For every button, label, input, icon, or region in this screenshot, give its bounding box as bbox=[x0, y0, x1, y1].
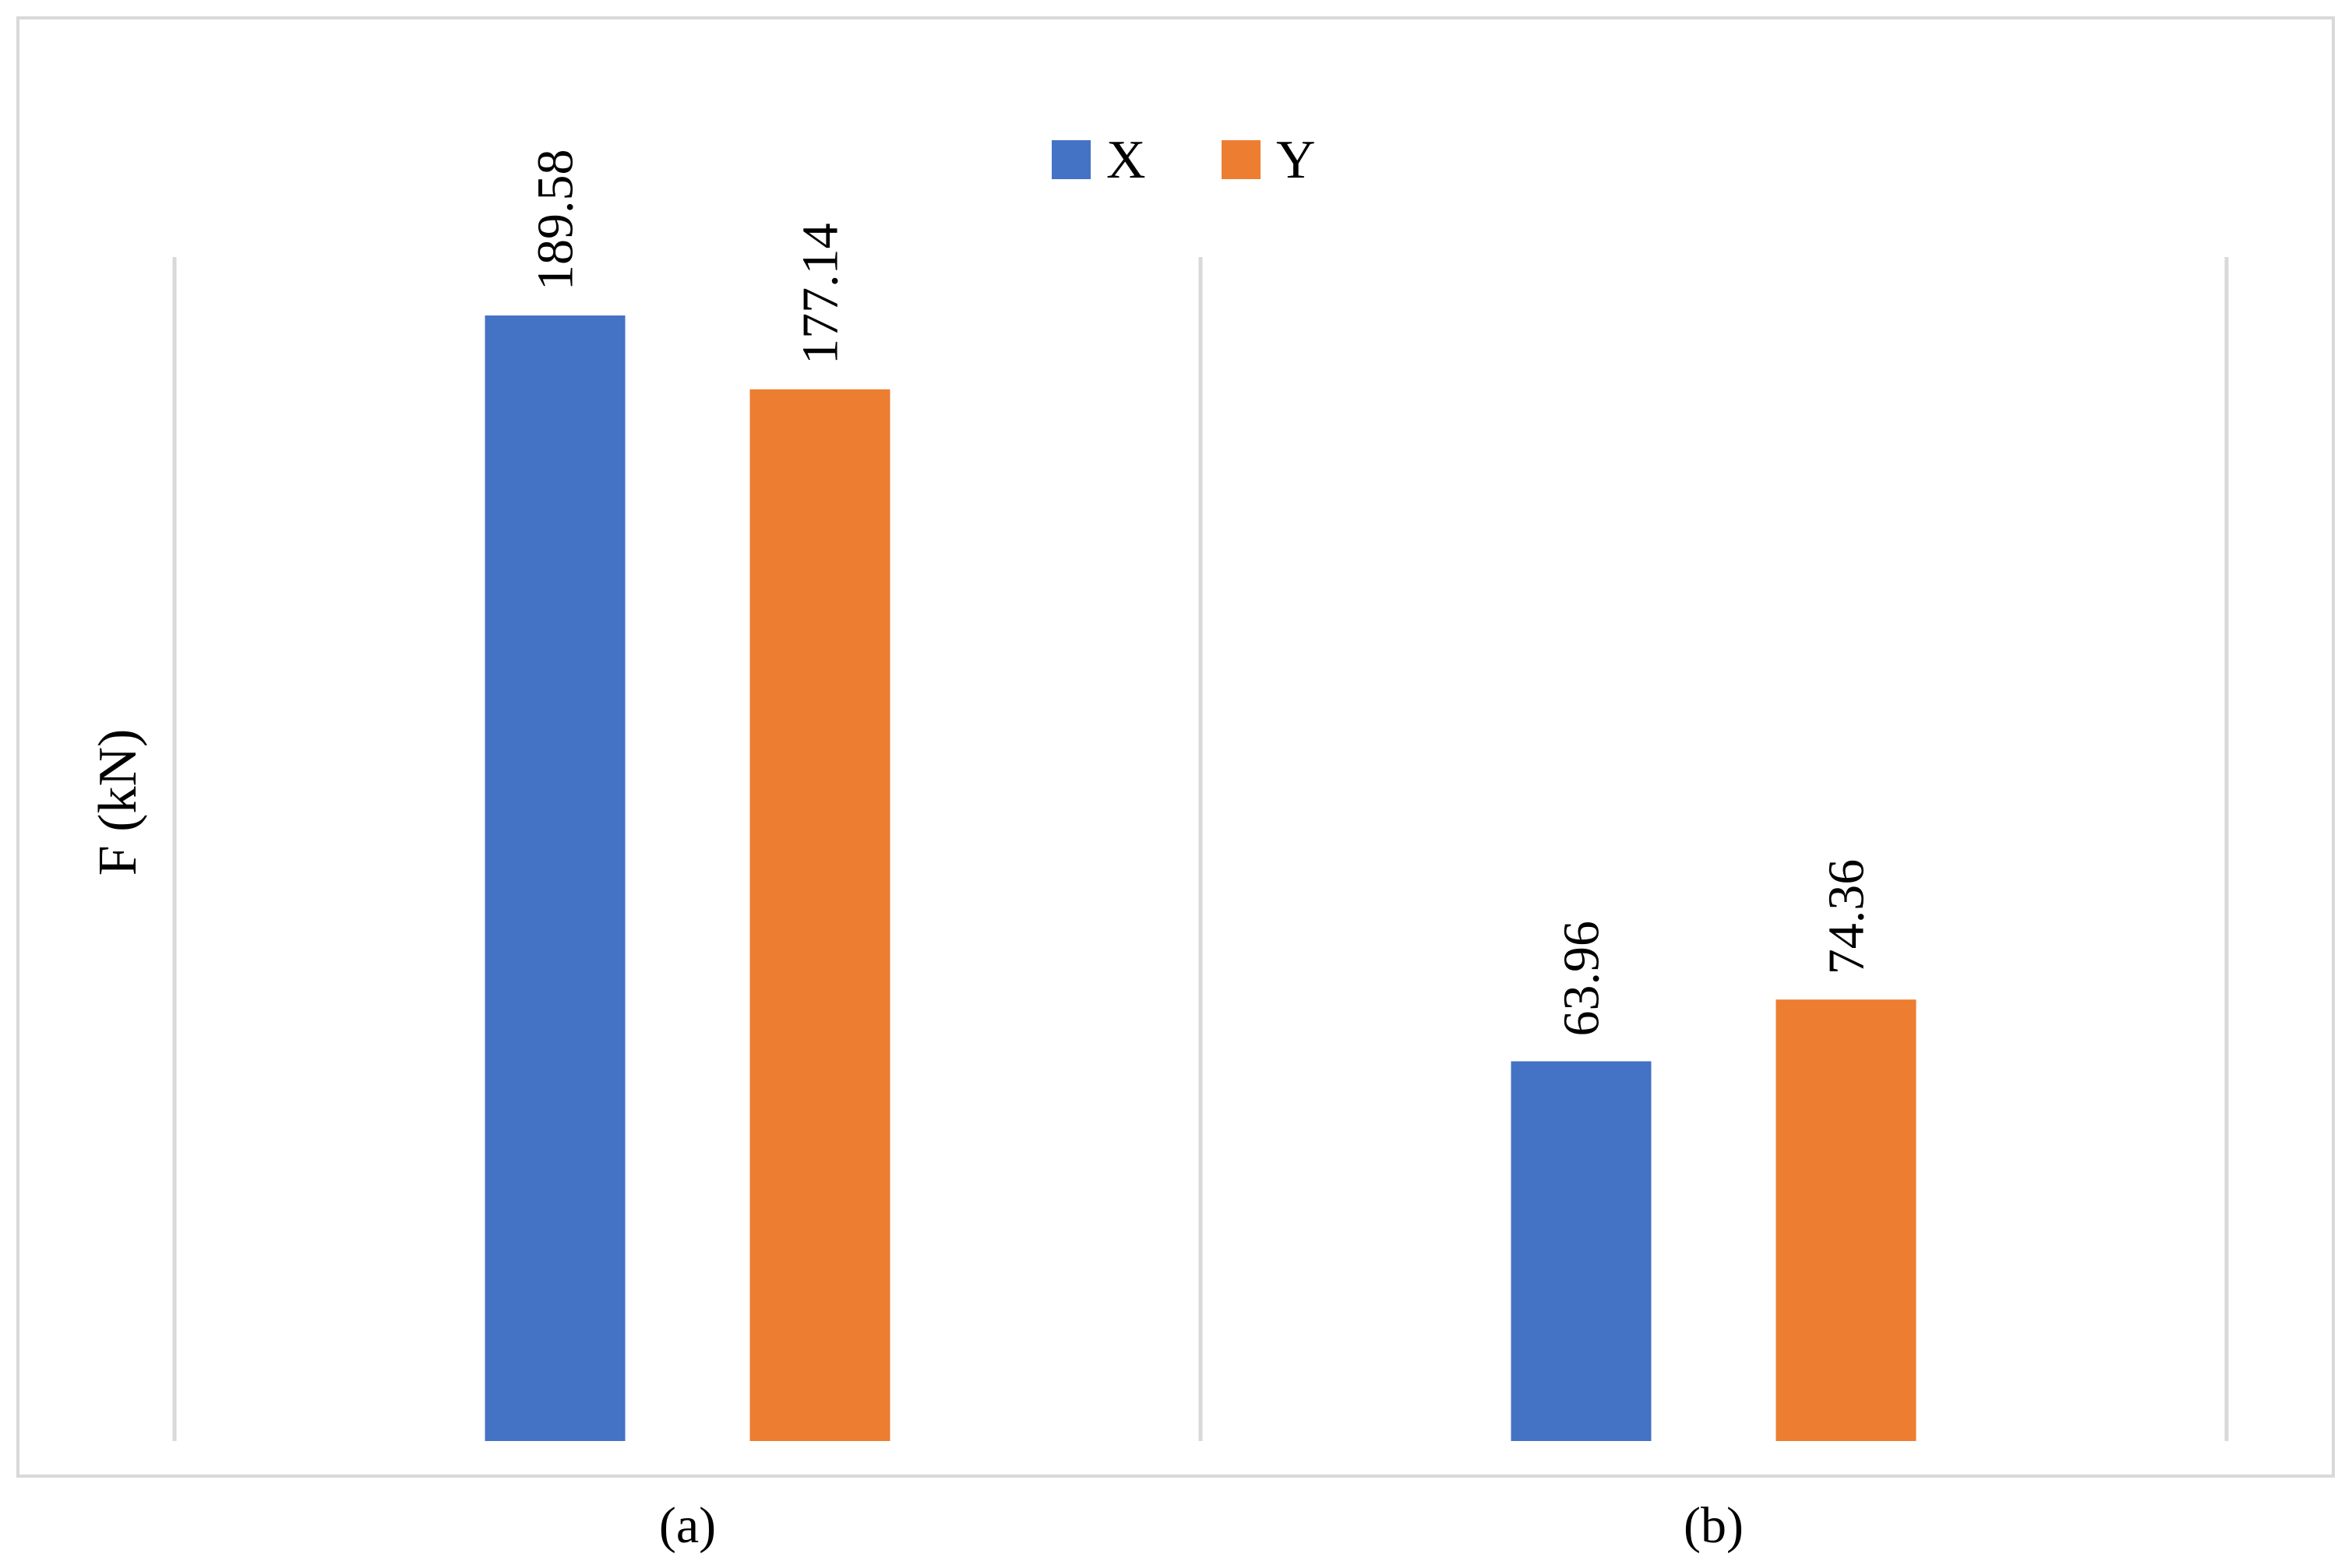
bar-x-1 bbox=[485, 315, 626, 1441]
legend-swatch-x bbox=[1052, 140, 1091, 179]
bars bbox=[485, 315, 1917, 1441]
data-label: 189.58 bbox=[527, 150, 584, 291]
bar-y-1 bbox=[749, 389, 890, 1441]
category-label: (b) bbox=[1684, 1497, 1744, 1554]
bar-x-2 bbox=[1511, 1061, 1652, 1441]
legend-label-y: Y bbox=[1276, 130, 1316, 190]
bar-y-2 bbox=[1775, 999, 1917, 1441]
category-separators bbox=[172, 257, 2229, 1441]
data-labels: 189.58 177.14 63.96 74.36 bbox=[527, 150, 1875, 1037]
y-axis-label: F (kN) bbox=[88, 729, 148, 876]
chart-frame bbox=[16, 16, 2335, 1478]
data-label: 177.14 bbox=[792, 223, 849, 365]
data-label: 63.96 bbox=[1553, 921, 1610, 1037]
legend-swatch-y bbox=[1222, 140, 1261, 179]
category-labels: (a) (b) bbox=[659, 1497, 1744, 1554]
category-label: (a) bbox=[659, 1497, 716, 1554]
legend-label-x: X bbox=[1106, 130, 1146, 190]
data-label: 74.36 bbox=[1818, 859, 1875, 975]
